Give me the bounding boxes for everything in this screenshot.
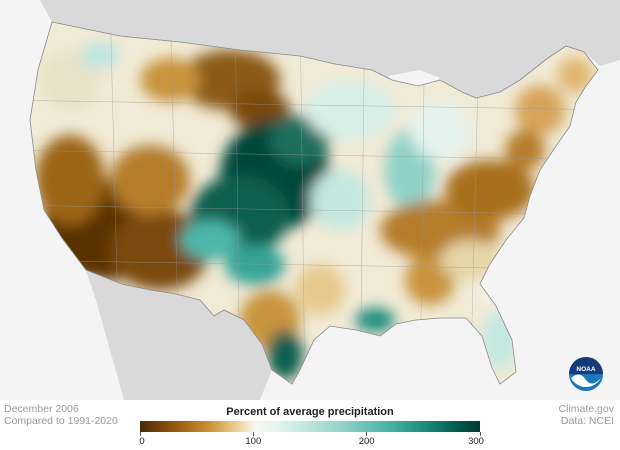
legend-tick-label: 0: [139, 436, 145, 447]
baseline-label: Compared to 1991-2020: [4, 415, 118, 427]
legend-tick-mark: [252, 432, 254, 436]
period-label: December 2006: [4, 403, 79, 415]
us-outline: [29, 21, 599, 385]
map-svg: [0, 0, 620, 400]
legend-color-bar: [140, 421, 480, 432]
legend-title: Percent of average precipitation: [226, 406, 394, 418]
legend-tick-label: 300: [468, 436, 484, 447]
legend-tick-label: 100: [245, 436, 262, 447]
footer: December 2006 Compared to 1991-2020 Clim…: [0, 400, 620, 450]
canada-land: [0, 0, 620, 98]
legend-tick-mark: [366, 432, 368, 436]
legend-tick-mark: [139, 432, 141, 436]
source-site-label: Climate.gov: [558, 403, 614, 415]
legend-tick-mark: [479, 432, 481, 436]
precipitation-map: NOAA: [0, 0, 620, 400]
noaa-logo-text: NOAA: [576, 366, 595, 373]
data-source-label: Data: NCEI: [560, 415, 614, 427]
legend-tick-label: 200: [358, 436, 375, 447]
noaa-logo-icon: NOAA: [569, 357, 603, 391]
baja-water: [76, 270, 124, 400]
mexico-land: [80, 270, 272, 400]
